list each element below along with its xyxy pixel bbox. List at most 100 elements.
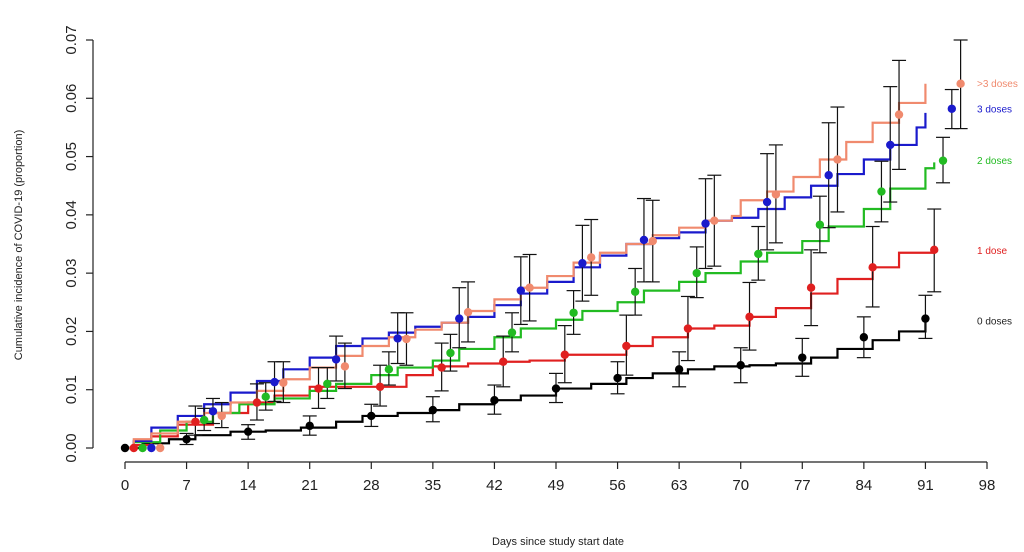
y-tick-label: 0.04 [63,200,80,229]
x-tick-label: 84 [856,477,873,494]
y-axis-title: Cumulative incidence of COVID-19 (propor… [13,130,25,361]
data-point [824,171,833,180]
data-points [120,79,965,453]
data-point [586,253,596,262]
x-tick-label: 70 [732,477,749,494]
data-point [402,334,411,344]
data-point [323,379,332,389]
data-point [525,283,534,292]
data-point [806,283,816,292]
data-point [569,308,578,317]
data-point [692,268,701,278]
data-point [499,357,508,366]
x-tick-label: 35 [425,477,442,494]
data-point [463,307,473,317]
y-tick-label: 0.06 [63,84,80,113]
x-tick-label: 0 [121,477,129,494]
x-axis-title: Days since study start date [492,536,624,548]
error-bars [179,39,968,446]
x-tick-label: 28 [363,477,380,494]
data-point [375,382,385,391]
data-point [613,373,622,383]
data-point [314,384,323,393]
data-point [147,443,156,453]
data-point [437,363,446,372]
data-point [859,333,869,342]
x-tick-label: 98 [979,477,996,494]
data-point [921,314,930,323]
data-point [745,312,754,322]
y-tick-label: 0.01 [63,375,80,404]
data-point [622,341,631,351]
data-point [305,421,314,431]
data-point [182,435,191,444]
x-tick-label: 42 [486,477,503,494]
x-tick-label: 14 [240,477,257,494]
data-point [560,350,569,359]
y-tick-label: 0.07 [63,25,80,54]
data-point [930,245,939,255]
data-point [771,190,781,199]
data-point [279,378,288,387]
x-tick-label: 7 [182,477,190,494]
data-point [191,417,200,426]
y-tick-label: 0.00 [63,433,80,462]
data-point [815,220,825,229]
data-point [340,362,350,371]
data-point [331,355,341,364]
data-point [938,156,948,165]
legend: 0 doses 1 dose 2 doses 3 doses >3 doses [977,79,1018,327]
data-point [886,140,895,150]
data-point [155,443,165,453]
data-point [243,427,253,436]
data-point [446,348,455,358]
data-point [516,286,526,295]
data-point [384,365,394,374]
data-point [710,216,719,225]
data-point [129,443,138,453]
data-point [120,443,130,453]
data-point [217,411,226,421]
legend-label: >3 doses [977,79,1018,90]
data-point [428,405,438,415]
y-tick-label: 0.05 [63,142,80,171]
data-point [683,324,693,333]
x-tick-label: 91 [917,477,934,494]
series-line-0 [125,320,927,450]
axes: 0 7 14 21 28 35 42 49 56 63 70 77 84 91 98 0.00 0.01 0.02… [63,25,995,494]
data-point [754,249,763,259]
x-tick-label: 77 [794,477,811,494]
data-point [947,104,957,113]
legend-label: 0 doses [977,316,1012,327]
data-point [956,79,965,88]
data-point [868,263,877,272]
legend-label: 3 doses [977,104,1012,115]
data-point [762,197,772,207]
legend-label: 1 dose [977,246,1007,257]
x-tick-label: 56 [609,477,626,494]
data-point [701,219,710,228]
legend-label: 2 doses [977,156,1012,167]
data-point [490,396,499,405]
data-point [674,365,684,374]
data-point [833,155,842,164]
data-point [393,334,402,343]
data-point [208,407,218,416]
data-point [639,235,649,245]
data-point [261,392,270,401]
data-point [798,353,807,362]
data-point [367,411,376,421]
y-tick-label: 0.02 [63,317,80,346]
data-point [648,236,657,246]
data-point [736,361,745,370]
x-tick-label: 63 [671,477,688,494]
data-point [199,415,209,425]
data-point [270,377,279,387]
x-tick-label: 21 [301,477,318,494]
y-tick-label: 0.03 [63,259,80,288]
data-point [551,384,561,393]
data-point [455,314,464,323]
data-point [507,328,517,337]
series-line-3 [125,112,927,450]
